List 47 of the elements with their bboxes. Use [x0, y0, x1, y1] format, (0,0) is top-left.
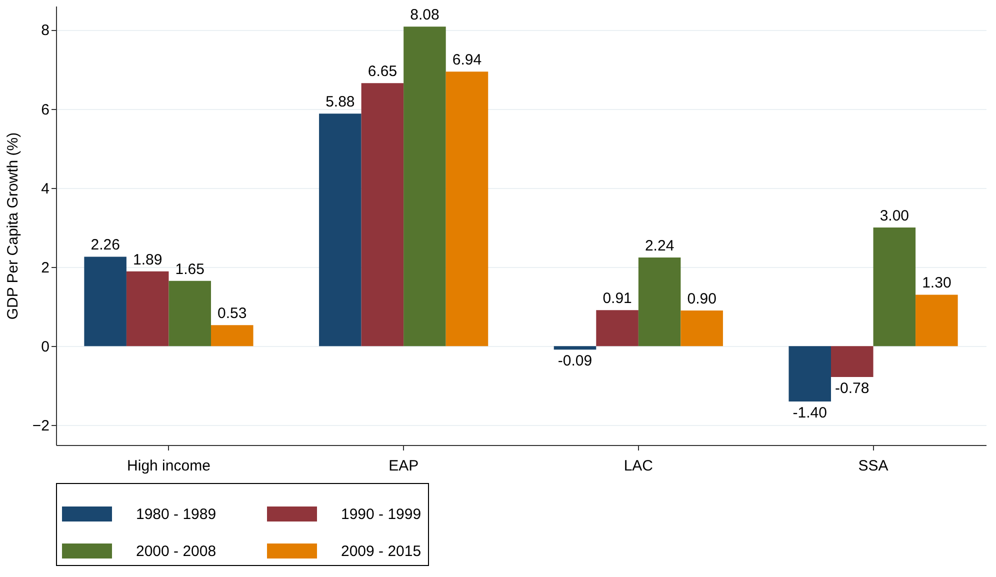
y-axis-title: GDP Per Capita Growth (%): [4, 132, 22, 320]
data-label: 1.30: [922, 274, 952, 292]
data-label: 2.26: [90, 236, 120, 254]
bar: [126, 271, 169, 346]
data-label: 1.65: [175, 260, 204, 278]
bar: [554, 346, 596, 350]
bar: [916, 294, 958, 346]
data-label: 6.94: [452, 52, 482, 69]
y-tick-label: −2: [32, 418, 50, 435]
bar: [446, 72, 488, 346]
bar: [84, 256, 126, 346]
x-tick-label: High income: [127, 458, 210, 474]
bar: [788, 346, 831, 402]
y-tick-label: 4: [41, 180, 50, 198]
y-tick-label: 0: [41, 338, 50, 356]
data-label: 2.24: [644, 238, 674, 255]
data-label: -0.09: [558, 352, 592, 370]
data-label: 0.53: [218, 305, 247, 322]
bar: [211, 325, 254, 346]
bar: [168, 280, 211, 346]
bar: [831, 346, 874, 377]
data-label: 5.88: [326, 94, 355, 111]
legend-label: 1980 - 1989: [136, 506, 216, 523]
legend-label: 1990 - 1999: [341, 506, 422, 523]
x-tick-label: SSA: [858, 458, 888, 474]
x-tick-label: EAP: [388, 458, 419, 474]
data-label: 0.91: [602, 290, 632, 308]
legend-label: 2000 - 2008: [136, 543, 216, 560]
legend-label: 2009 - 2015: [341, 543, 422, 560]
y-tick-label: 2: [41, 260, 50, 277]
bar: [404, 26, 446, 346]
data-label: 3.00: [880, 207, 910, 224]
data-label: 0.90: [687, 290, 716, 308]
bar: [638, 258, 681, 346]
bar: [873, 227, 916, 346]
data-label: 8.08: [410, 6, 440, 24]
bar: [361, 83, 404, 346]
y-tick-label: 6: [41, 101, 50, 118]
data-label: -1.40: [792, 404, 827, 422]
bar: [680, 310, 723, 346]
bar: [596, 310, 638, 346]
bar: [319, 114, 362, 346]
y-tick-label: 8: [41, 22, 50, 40]
data-label: -0.78: [835, 380, 870, 397]
data-label: 6.65: [368, 63, 398, 80]
x-tick-label: LAC: [624, 458, 654, 474]
data-label: 1.89: [132, 251, 162, 268]
